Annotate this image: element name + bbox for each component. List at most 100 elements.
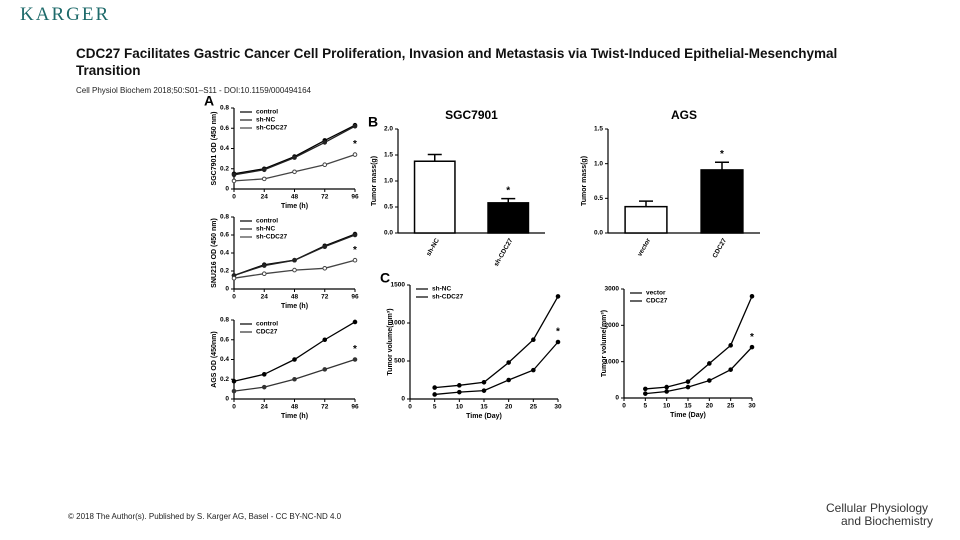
y-axis-label: Tumor mass(g)	[371, 156, 378, 206]
journal-logo: Cellular Physiology and Biochemistry	[826, 502, 933, 528]
x-tick-label: 0	[232, 294, 236, 301]
data-point	[322, 337, 328, 343]
legend-label: sh-CDC27	[432, 294, 463, 301]
data-point	[749, 293, 755, 299]
journal-line: Cellular Physiology	[826, 501, 929, 515]
legend-label: control	[256, 218, 278, 225]
slide-title: CDC27 Facilitates Gastric Cancer Cell Pr…	[76, 46, 838, 78]
x-tick-label: 48	[291, 404, 299, 411]
data-point	[685, 384, 691, 390]
x-tick-label: 72	[321, 194, 329, 201]
x-tick-label: 10	[663, 403, 671, 410]
data-point	[555, 294, 561, 299]
x-tick-label: 20	[706, 403, 714, 410]
data-point	[292, 257, 297, 263]
data-point	[231, 172, 237, 178]
y-axis-label: Tumor mass(g)	[581, 156, 588, 206]
bar	[413, 160, 456, 234]
data-point	[432, 392, 437, 397]
bar	[487, 202, 530, 234]
annotation: *	[353, 245, 357, 256]
y-tick-label: 0.2	[220, 376, 229, 383]
panel-letter: C	[380, 270, 390, 286]
x-tick-label: 25	[727, 403, 735, 410]
legend-label: CDC27	[646, 298, 668, 305]
x-tick-label: sh-NC	[425, 237, 441, 257]
data-point	[643, 391, 648, 396]
series-line	[233, 321, 356, 382]
y-tick-label: 0.2	[220, 268, 229, 275]
x-tick-label: 0	[232, 404, 236, 411]
footer: © 2018 The Author(s). Published by S. Ka…	[68, 512, 342, 521]
x-tick-label: 24	[261, 294, 269, 301]
error-bar	[639, 200, 653, 207]
y-tick-label: 0.6	[220, 125, 229, 132]
error-bar	[427, 153, 442, 162]
y-tick-label: 1000	[391, 320, 406, 327]
series-line	[434, 296, 559, 389]
x-tick-label: 72	[321, 294, 329, 301]
data-point	[292, 155, 297, 160]
data-point	[292, 267, 297, 273]
data-point	[231, 275, 237, 281]
y-tick-label: 3000	[605, 286, 620, 293]
logo: KARGER	[20, 4, 111, 25]
y-axis-label: Tumor volume(mm³)	[601, 310, 608, 377]
data-point	[664, 389, 669, 394]
data-point	[261, 167, 267, 173]
x-tick-label: 5	[433, 404, 437, 411]
x-tick-label: 24	[261, 194, 269, 201]
y-tick-label: 0	[401, 396, 405, 403]
data-point	[322, 140, 328, 145]
x-tick-label: 15	[480, 404, 488, 411]
series-line	[233, 125, 356, 176]
y-tick-label: 0.8	[220, 105, 229, 112]
y-tick-label: 0.4	[220, 356, 229, 363]
data-point	[506, 360, 511, 365]
y-tick-label: 1.5	[384, 152, 393, 159]
y-tick-label: 500	[394, 358, 405, 365]
y-tick-label: 0	[225, 286, 229, 293]
y-axis-label: SNU216 OD (450 nm)	[211, 218, 218, 288]
y-tick-label: 0.2	[220, 165, 229, 172]
y-axis-label: AGS OD (450nm)	[211, 331, 218, 387]
x-tick-label: 30	[748, 403, 756, 410]
x-tick-label: 0	[232, 194, 236, 201]
y-tick-label: 0.5	[384, 204, 393, 211]
y-tick-label: 2.0	[384, 126, 393, 133]
y-tick-label: 0.8	[220, 317, 229, 324]
y-tick-label: 0.6	[220, 232, 229, 239]
data-point	[749, 344, 755, 350]
y-tick-label: 0.8	[220, 214, 229, 221]
x-axis-label: Time (h)	[281, 303, 308, 310]
data-point	[292, 357, 297, 362]
panel-letter: B	[368, 114, 378, 130]
journal-line: and Biochemistry	[841, 514, 934, 528]
data-point	[292, 169, 297, 175]
y-axis-label: Tumor volume(mm³)	[387, 308, 394, 375]
y-tick-label: 1500	[391, 282, 406, 289]
data-point	[231, 178, 237, 184]
series-line	[434, 341, 559, 396]
data-point	[352, 319, 358, 325]
data-point	[261, 271, 267, 277]
data-point	[322, 266, 328, 271]
y-tick-label: 0	[615, 395, 619, 402]
annotation: *	[506, 185, 510, 196]
data-point	[352, 152, 358, 157]
legend-label: sh-NC	[256, 117, 275, 124]
annotation: *	[353, 344, 357, 355]
legend-label: vector	[646, 290, 666, 297]
y-tick-label: 0.5	[594, 195, 603, 202]
data-point	[352, 232, 358, 238]
x-tick-label: 30	[554, 404, 562, 411]
annotation: *	[750, 332, 754, 343]
data-point	[261, 263, 267, 268]
data-point	[231, 388, 237, 394]
x-tick-label: 10	[456, 404, 464, 411]
y-tick-label: 1.0	[594, 160, 603, 167]
data-point	[728, 367, 733, 372]
x-tick-label: vector	[636, 237, 652, 258]
x-tick-label: 96	[351, 194, 359, 201]
